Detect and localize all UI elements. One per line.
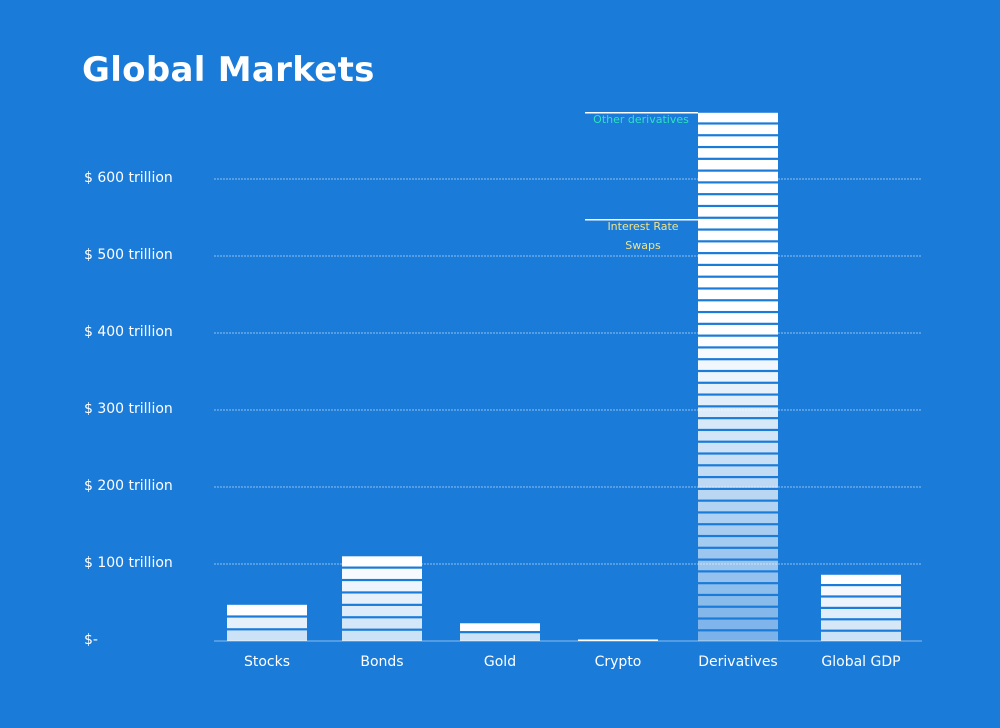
bar-segment bbox=[698, 207, 778, 217]
bar-segment bbox=[698, 395, 778, 406]
bar-segment bbox=[460, 633, 540, 641]
annotations: Other derivatives Interest Rate Swaps bbox=[585, 112, 698, 252]
bar-bonds bbox=[342, 556, 422, 641]
bar-segment bbox=[698, 254, 778, 264]
bar-segment bbox=[342, 593, 422, 604]
bar-segment bbox=[698, 560, 778, 571]
bar-segment bbox=[698, 442, 778, 453]
bar-segment bbox=[698, 266, 778, 276]
bar-global-gdp bbox=[821, 574, 901, 641]
bar-segment bbox=[698, 195, 778, 205]
bar-segment bbox=[821, 586, 901, 596]
y-tick-label: $ 600 trillion bbox=[84, 170, 173, 186]
bar-crypto bbox=[578, 639, 658, 641]
bar-segment bbox=[821, 631, 901, 641]
bar-segment bbox=[698, 548, 778, 559]
bar-segment bbox=[821, 574, 901, 584]
bar-segment bbox=[821, 608, 901, 619]
bar-segment bbox=[698, 242, 778, 253]
x-tick-label: Derivatives bbox=[698, 654, 777, 670]
bar-segment bbox=[698, 136, 778, 146]
bar-segment bbox=[698, 431, 778, 441]
y-tick-label: $ 500 trillion bbox=[84, 247, 173, 263]
bar-segment bbox=[698, 419, 778, 429]
bar-segment bbox=[342, 581, 422, 592]
bar-segment bbox=[698, 301, 778, 311]
bar-segment bbox=[698, 489, 778, 500]
x-tick-label: Stocks bbox=[244, 654, 290, 670]
bar-segment bbox=[698, 348, 778, 359]
bar-segment bbox=[698, 372, 778, 382]
bar-segment bbox=[698, 313, 778, 323]
bar-segment bbox=[227, 604, 307, 616]
x-tick-label: Gold bbox=[484, 654, 516, 670]
bar-segment bbox=[460, 623, 540, 632]
bar-segment bbox=[342, 556, 422, 567]
bar-segment bbox=[698, 230, 778, 241]
bar-segment bbox=[698, 572, 778, 583]
bar-segment bbox=[698, 383, 778, 394]
bar-segment bbox=[698, 501, 778, 512]
bar-stocks bbox=[227, 604, 307, 641]
y-tick-label: $ 300 trillion bbox=[84, 401, 173, 417]
y-axis-ticks: $- $ 100 trillion $ 200 trillion $ 300 tril… bbox=[84, 170, 173, 648]
bar-segment bbox=[698, 619, 778, 630]
bar-segment bbox=[698, 525, 778, 535]
bar-segment bbox=[698, 336, 778, 347]
x-tick-label: Global GDP bbox=[821, 654, 900, 670]
bar-segment bbox=[698, 218, 778, 229]
x-tick-label: Bonds bbox=[360, 654, 403, 670]
chart-title: Global Markets bbox=[82, 50, 375, 90]
bar-segment bbox=[698, 148, 778, 158]
bar-segment bbox=[698, 513, 778, 524]
bar-segment bbox=[698, 183, 778, 194]
bar-segment bbox=[698, 360, 778, 370]
y-tick-label: $- bbox=[84, 632, 98, 648]
bar-segment bbox=[698, 631, 778, 641]
annotation-other-derivatives: Other derivatives bbox=[593, 113, 689, 126]
bar-segment bbox=[821, 620, 901, 630]
bar-segment bbox=[578, 639, 658, 641]
bar-segment bbox=[698, 607, 778, 618]
bar-segment bbox=[698, 537, 778, 547]
bar-segment bbox=[342, 568, 422, 579]
bar-segment bbox=[698, 112, 778, 123]
bar-segment bbox=[698, 159, 778, 170]
bar-segment bbox=[342, 630, 422, 641]
bar-segment bbox=[698, 124, 778, 135]
bar-segment bbox=[698, 466, 778, 476]
bar-segment bbox=[698, 478, 778, 488]
bar-segment bbox=[698, 324, 778, 335]
bar-segment bbox=[698, 454, 778, 465]
x-tick-label: Crypto bbox=[595, 654, 642, 670]
bar-gold bbox=[460, 623, 540, 641]
annotation-interest-rate-swaps: Interest Rate Swaps bbox=[607, 220, 678, 252]
bar-segment bbox=[227, 617, 307, 629]
y-tick-label: $ 400 trillion bbox=[84, 324, 173, 340]
y-tick-label: $ 200 trillion bbox=[84, 478, 173, 494]
bar-segment bbox=[821, 597, 901, 607]
bar-segment bbox=[698, 407, 778, 418]
bar-segment bbox=[227, 630, 307, 641]
y-tick-label: $ 100 trillion bbox=[84, 555, 173, 571]
x-axis-ticks: Stocks Bonds Gold Crypto Derivatives Global G… bbox=[244, 654, 901, 670]
gridlines bbox=[214, 178, 922, 642]
bar-segment bbox=[698, 596, 778, 606]
bar-segment bbox=[342, 605, 422, 617]
bar-segment bbox=[698, 289, 778, 300]
bar-segment bbox=[698, 584, 778, 594]
bar-derivatives bbox=[698, 112, 778, 641]
bar-segment bbox=[698, 171, 778, 182]
bar-segment bbox=[342, 618, 422, 629]
bars bbox=[227, 112, 901, 641]
bar-segment bbox=[698, 277, 778, 288]
